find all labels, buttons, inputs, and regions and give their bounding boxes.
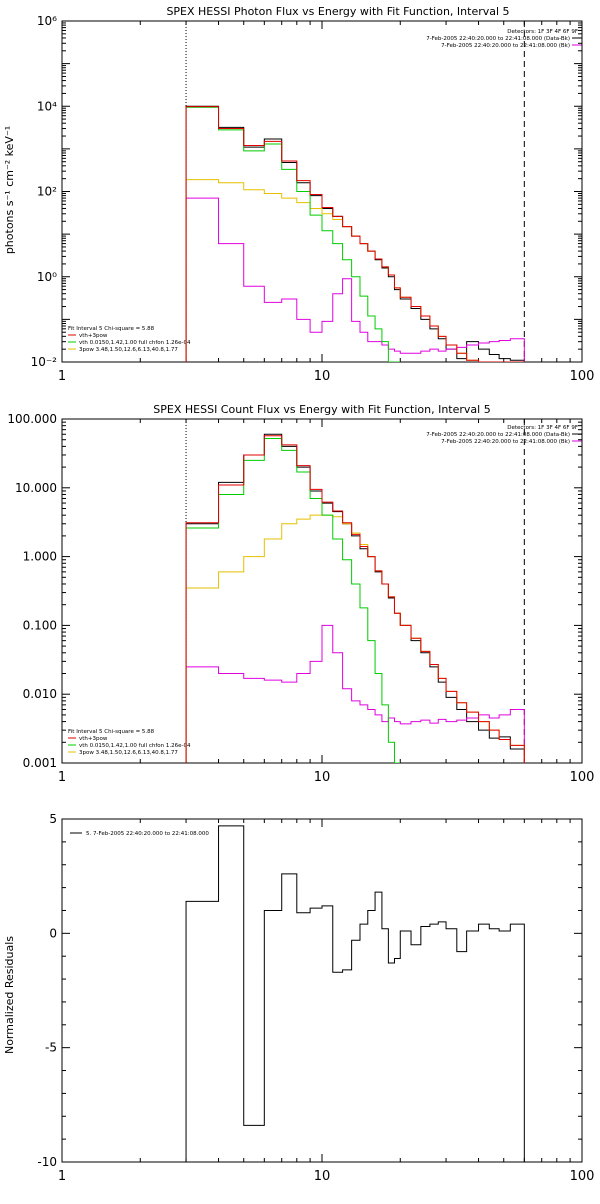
series-total (185, 106, 525, 362)
series-data (185, 825, 525, 1162)
legend-bottom-left: Fit Interval 5 Chi-square = 5.88 vth+3po… (68, 729, 191, 756)
series-group (185, 433, 525, 763)
y-tick-label: 0 (49, 926, 57, 940)
y-tick-label: 10.000 (15, 481, 57, 495)
legend-thermal-entry: vth 0.0150,1.42,1.00 full chfon 1.26e-04 (79, 340, 191, 346)
series-power (185, 514, 525, 763)
series-background-spectrum (185, 624, 525, 763)
legend-detectors: Detectors: 1F 3F 4F 6F 9F (507, 29, 578, 35)
legend-fit-header: Fit Interval 5 Chi-square = 5.88 (68, 729, 155, 735)
plot-frame (61, 418, 583, 764)
legend-bk-entry: 7-Feb-2005 22:40:20.000 to 22:41:08.000 … (441, 43, 570, 49)
legend-top-right: Detectors: 1F 3F 4F 6F 9F 7-Feb-2005 22:… (426, 425, 582, 445)
series-thermal (185, 438, 401, 763)
chart-title: SPEX HESSI Count Flux vs Energy with Fit… (153, 403, 490, 416)
x-tick-label: 10 (314, 1169, 331, 1184)
series-data (185, 433, 525, 763)
axes: 1 10 100 -10 -5 0 5 (37, 812, 594, 1184)
axes: 1 10 100 0.001 0.010 0.100 1.000 10.000 100.000 (7, 412, 594, 785)
y-axis-label: Normalized Residuals (3, 936, 16, 1054)
count-flux-panel: SPEX HESSI Count Flux vs Energy with Fit… (7, 403, 594, 785)
y-axis-label: photons s⁻¹ cm⁻² keV⁻¹ (3, 126, 16, 254)
y-tick-label: 1.000 (23, 550, 57, 564)
legend-total-entry: vth+3pow (79, 736, 108, 742)
x-tick-label: 1 (58, 770, 66, 785)
legend-detectors: Detectors: 1F 3F 4F 6F 9F (507, 425, 578, 431)
legend-interval-entry: 5. 7-Feb-2005 22:40:20.000 to 22:41:08.0… (86, 831, 209, 837)
x-tick-label: 100 (570, 1169, 595, 1184)
photon-flux-panel: SPEX HESSI Photon Flux vs Energy with Fi… (3, 5, 594, 384)
y-tick-label: 0.100 (23, 618, 57, 632)
legend-bk-entry: 7-Feb-2005 22:40:20.000 to 22:41:08.000 … (441, 439, 570, 445)
chart-title: SPEX HESSI Photon Flux vs Energy with Fi… (166, 5, 509, 18)
y-tick-label: -10 (37, 1155, 57, 1169)
y-tick-label: 10⁰ (37, 270, 57, 284)
legend-top-left: 5. 7-Feb-2005 22:40:20.000 to 22:41:08.0… (70, 831, 209, 837)
y-tick-label: -5 (45, 1041, 57, 1055)
residuals-panel: Normalized Residuals 5. 7-Feb-2005 22:40… (3, 812, 594, 1184)
y-tick-label: 10² (37, 185, 57, 199)
x-tick-label: 100 (570, 770, 595, 785)
legend-thermal-entry: vth 0.0150,1.42,1.00 full chfon 1.26e-04 (79, 743, 191, 749)
series-group (185, 105, 525, 362)
y-tick-label: 10⁻² (31, 355, 58, 369)
series-background-spectrum (185, 197, 525, 362)
x-tick-label: 1 (58, 369, 66, 384)
y-tick-label: 0.010 (23, 687, 57, 701)
legend-top-right: Detectors: 1F 3F 4F 6F 9F 7-Feb-2005 22:… (426, 29, 582, 49)
plot-frame (61, 20, 583, 363)
axes: 1 10 100 10⁻² 10⁰ 10² 10⁴ 10⁶ (31, 14, 595, 384)
x-tick-label: 100 (570, 369, 595, 384)
series-total (185, 435, 525, 763)
legend-power-entry: 3pow 3.48,1.50,12.6,6.13,40.8,1.77 (79, 750, 178, 756)
legend-fit-header: Fit Interval 5 Chi-square = 5.88 (68, 326, 155, 332)
legend-total-entry: vth+3pow (79, 333, 108, 339)
legend-data-entry: 7-Feb-2005 22:40:20.000 to 22:41:08.000 … (426, 432, 570, 438)
x-tick-label: 10 (314, 770, 331, 785)
y-tick-label: 10⁶ (37, 14, 57, 28)
y-tick-label: 0.001 (23, 756, 57, 770)
legend-power-entry: 3pow 3.48,1.50,12.6,6.13,40.8,1.77 (79, 347, 178, 353)
legend-bottom-left: Fit Interval 5 Chi-square = 5.88 vth+3po… (68, 326, 191, 353)
legend-data-entry: 7-Feb-2005 22:40:20.000 to 22:41:08.000 … (426, 36, 570, 42)
y-tick-label: 100.000 (7, 412, 57, 426)
x-tick-label: 1 (58, 1169, 66, 1184)
plot-frame (61, 818, 583, 1163)
series-data (185, 105, 525, 362)
series-thermal (185, 106, 401, 362)
y-tick-label: 5 (49, 812, 57, 826)
x-tick-label: 10 (314, 369, 331, 384)
series-group (185, 825, 525, 1162)
y-tick-label: 10⁴ (37, 99, 57, 113)
series-power (185, 179, 525, 362)
